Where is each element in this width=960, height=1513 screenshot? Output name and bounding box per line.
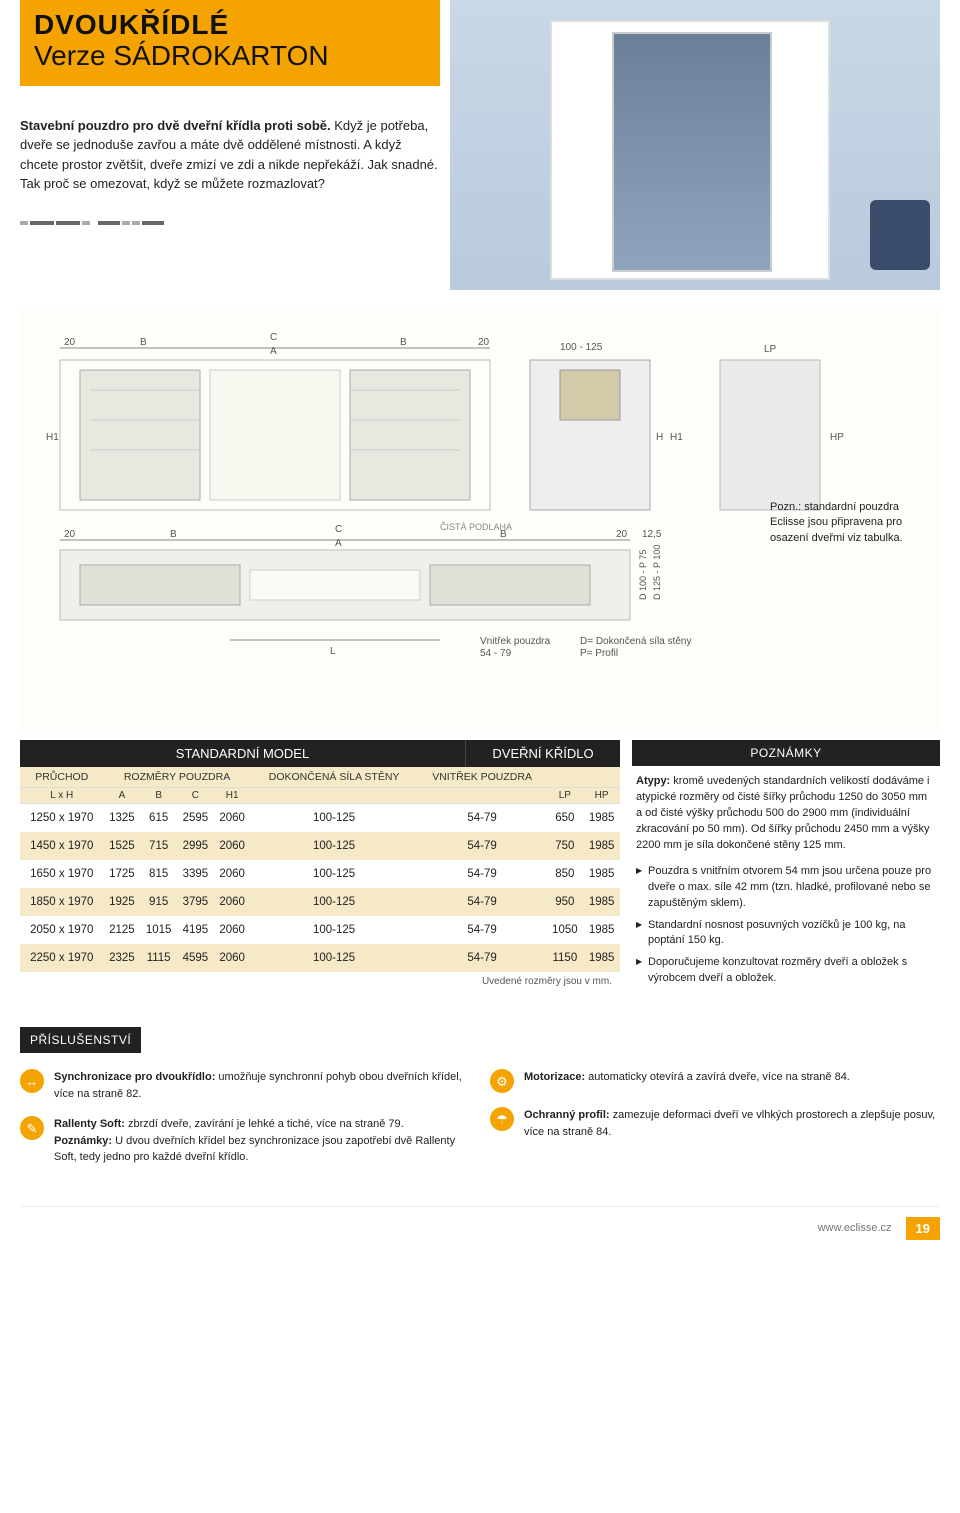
svg-text:D 100 - P 75: D 100 - P 75 <box>638 550 648 600</box>
col-lp: LP <box>546 788 583 804</box>
accessory-item: ☂Ochranný profil: zamezuje deformaci dve… <box>490 1107 940 1140</box>
svg-text:12,5: 12,5 <box>642 529 662 540</box>
svg-text:P= Profil: P= Profil <box>580 648 618 659</box>
notes-header: POZNÁMKY <box>632 740 940 766</box>
technical-diagrams: 20 B C A B 20 H1 100 - 125 H H1 LP HP ČI… <box>20 310 940 730</box>
svg-text:H: H <box>656 432 663 443</box>
col-a: A <box>104 788 141 804</box>
col-lxh: L x H <box>20 788 104 804</box>
table-header-standard: STANDARDNÍ MODEL <box>20 740 465 767</box>
svg-text:20: 20 <box>478 337 490 348</box>
table-row: 2050 x 19702125101541952060100-12554-791… <box>20 916 620 944</box>
svg-text:A: A <box>270 346 277 357</box>
svg-text:54 - 79: 54 - 79 <box>480 648 512 659</box>
svg-text:H1: H1 <box>670 432 683 443</box>
svg-text:LP: LP <box>764 344 777 355</box>
col-hp: HP <box>583 788 620 804</box>
svg-text:L: L <box>330 646 336 657</box>
col-b: B <box>140 788 177 804</box>
col-h1: H1 <box>214 788 251 804</box>
accessories-header: PŘÍSLUŠENSTVÍ <box>20 1027 141 1053</box>
intro-bold: Stavební pouzdro pro dvě dveřní křídla p… <box>20 118 331 133</box>
table-row: 1850 x 1970192591537952060100-12554-7995… <box>20 888 620 916</box>
svg-text:B: B <box>400 337 407 348</box>
table-row: 2250 x 19702325111545952060100-12554-791… <box>20 944 620 972</box>
accessory-icon: ↔ <box>20 1069 44 1093</box>
svg-text:Vnitřek pouzdra: Vnitřek pouzdra <box>480 636 550 647</box>
accessory-icon: ⚙ <box>490 1069 514 1093</box>
intro-text: Stavební pouzdro pro dvě dveřní křídla p… <box>20 116 440 194</box>
svg-text:20: 20 <box>616 529 628 540</box>
svg-text:100 - 125: 100 - 125 <box>560 342 603 353</box>
notes-bullet: Pouzdra s vnitřním otvorem 54 mm jsou ur… <box>636 864 936 912</box>
page-number: 19 <box>906 1217 940 1240</box>
table-row: 1650 x 1970172581533952060100-12554-7985… <box>20 860 620 888</box>
svg-text:HP: HP <box>830 432 844 443</box>
svg-text:D= Dokončená síla stěny: D= Dokončená síla stěny <box>580 636 691 647</box>
table-header-door: DVEŘNÍ KŘÍDLO <box>465 740 620 767</box>
accessory-icon: ✎ <box>20 1116 44 1140</box>
product-photo <box>450 0 940 290</box>
title-box: DVOUKŘÍDLÉ Verze SÁDROKARTON <box>20 0 440 86</box>
table-row: 1250 x 1970132561525952060100-12554-7965… <box>20 804 620 833</box>
svg-text:20: 20 <box>64 337 76 348</box>
accessory-item: ✎Rallenty Soft: zbrzdí dveře, zavírání j… <box>20 1116 470 1166</box>
col-pruchod: PRŮCHOD <box>20 767 104 788</box>
svg-text:B: B <box>140 337 147 348</box>
svg-text:20: 20 <box>64 529 76 540</box>
svg-text:B: B <box>170 529 177 540</box>
table-row: 1450 x 1970152571529952060100-12554-7975… <box>20 832 620 860</box>
notes-atypy: kromě uvedených standardních velikostí d… <box>636 775 930 851</box>
col-dokoncena: DOKONČENÁ SÍLA STĚNY <box>250 767 417 788</box>
notes-bullet: Doporučujeme konzultovat rozměry dveří a… <box>636 955 936 987</box>
svg-text:C: C <box>335 524 342 535</box>
diagram-note: Pozn.: standardní pouzdra Eclisse jsou p… <box>770 500 920 546</box>
door-variant-icons <box>20 214 440 232</box>
accessory-icon: ☂ <box>490 1107 514 1131</box>
svg-text:C: C <box>270 332 277 343</box>
title-line2: Verze SÁDROKARTON <box>34 41 426 72</box>
dimensions-table: PRŮCHOD ROZMĚRY POUZDRA DOKONČENÁ SÍLA S… <box>20 767 620 972</box>
table-footnote: Uvedené rozměry jsou v mm. <box>20 972 620 991</box>
col-c: C <box>177 788 214 804</box>
col-rozmer: ROZMĚRY POUZDRA <box>104 767 251 788</box>
title-line1: DVOUKŘÍDLÉ <box>34 10 426 41</box>
col-vnitrek: VNITŘEK POUZDRA <box>418 767 547 788</box>
notes-bullet: Standardní nosnost posuvných vozíčků je … <box>636 918 936 950</box>
svg-text:B: B <box>500 529 507 540</box>
svg-text:A: A <box>335 538 342 549</box>
notes-atypy-bold: Atypy: <box>636 775 670 787</box>
notes-body: Atypy: kromě uvedených standardních veli… <box>632 766 940 997</box>
svg-text:D 125 - P 100: D 125 - P 100 <box>652 545 662 600</box>
svg-text:H1: H1 <box>46 432 59 443</box>
accessory-item: ⚙Motorizace: automaticky otevírá a zavír… <box>490 1069 940 1093</box>
accessory-item: ↔Synchronizace pro dvoukřídlo: umožňuje … <box>20 1069 470 1102</box>
footer-url: www.eclisse.cz <box>818 1222 892 1234</box>
